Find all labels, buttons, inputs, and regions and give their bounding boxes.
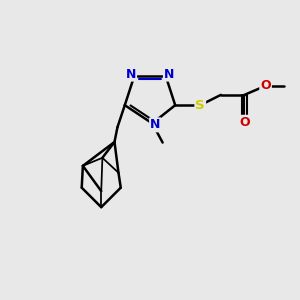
Text: N: N bbox=[126, 68, 136, 81]
Text: N: N bbox=[150, 118, 160, 131]
Text: O: O bbox=[239, 116, 250, 129]
Text: O: O bbox=[260, 79, 271, 92]
Text: N: N bbox=[164, 68, 174, 81]
Text: S: S bbox=[195, 99, 205, 112]
